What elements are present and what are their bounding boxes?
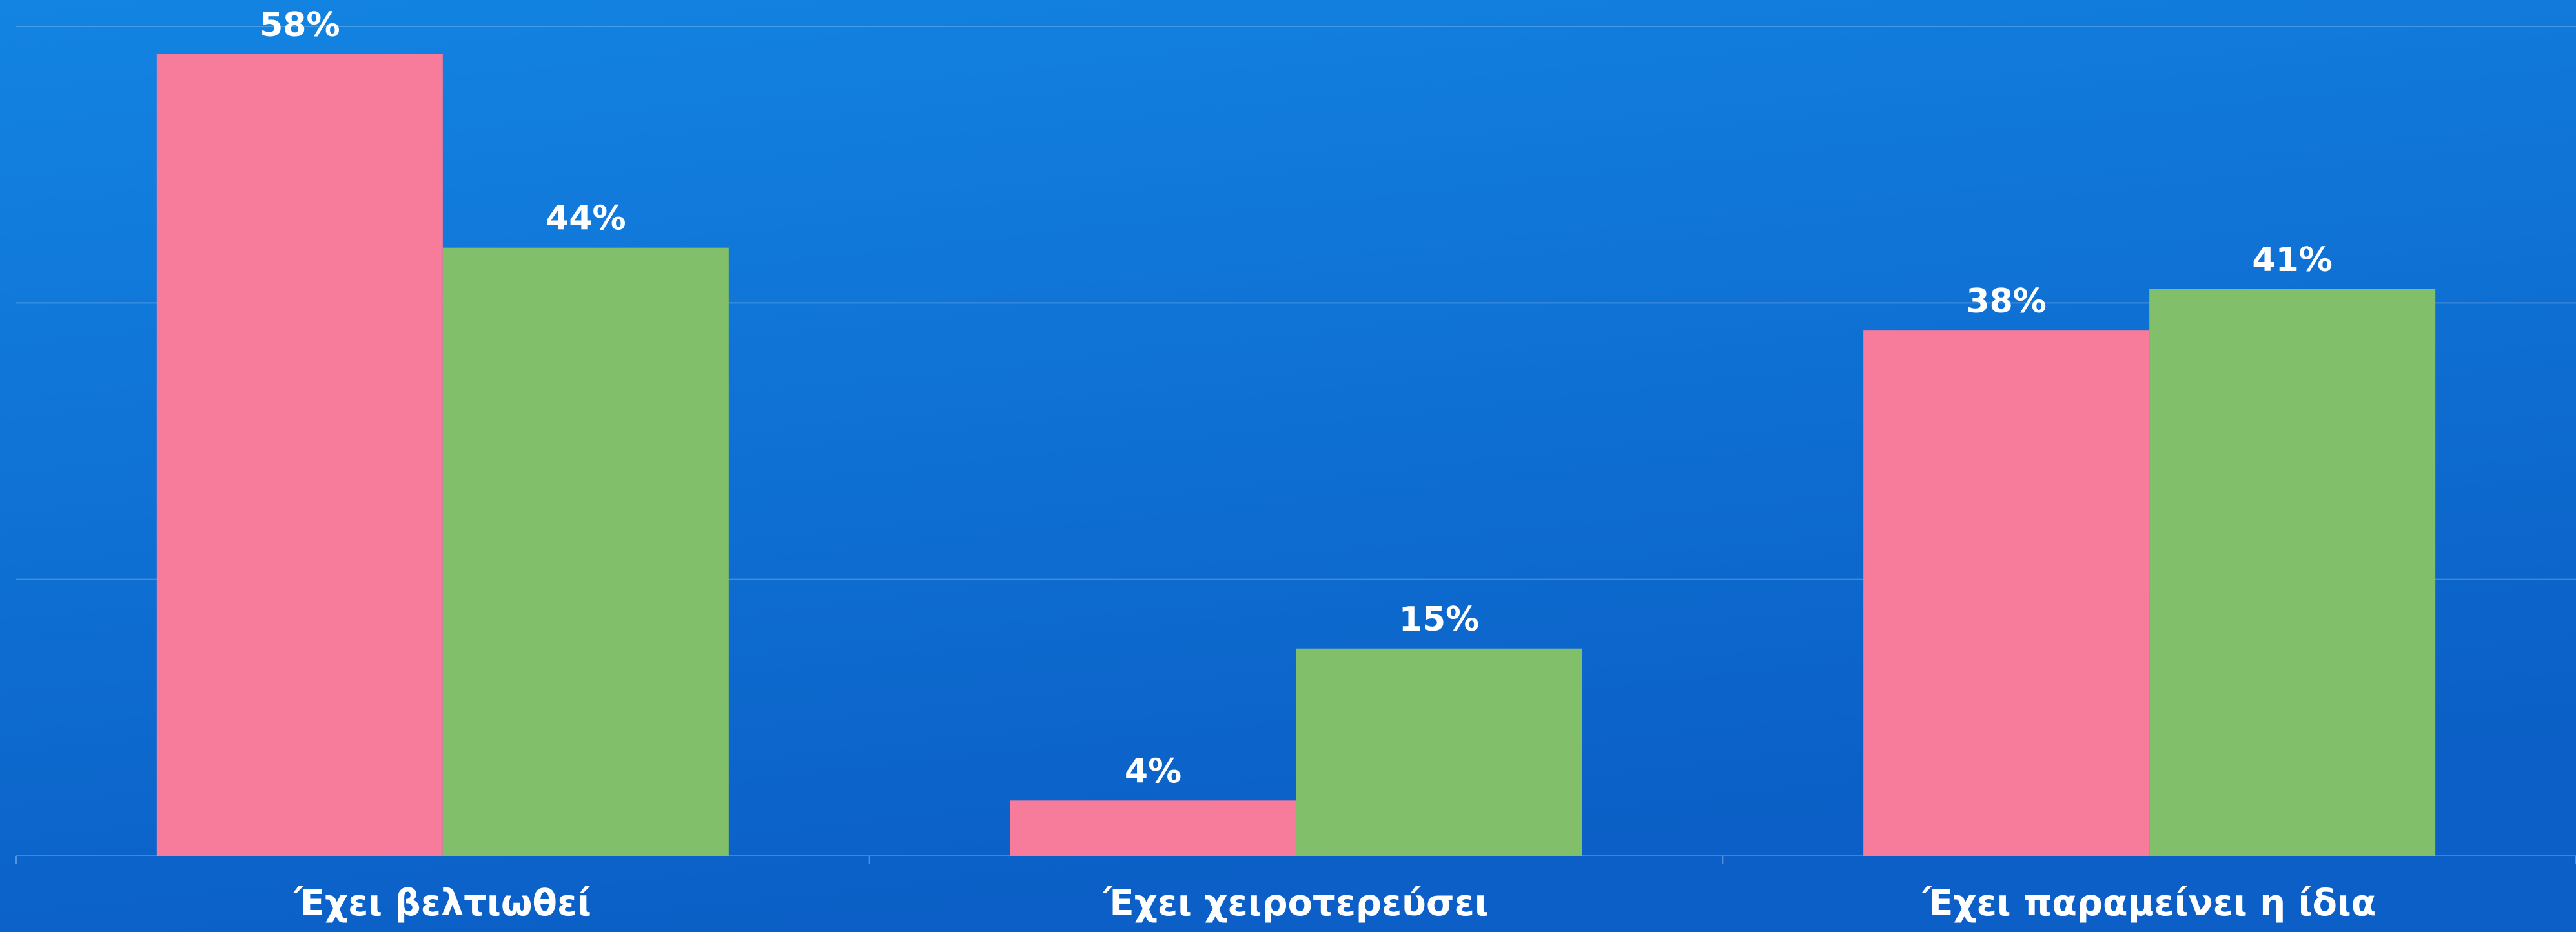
value-label: 4% <box>1125 752 1181 791</box>
value-label: 38% <box>1966 282 2046 321</box>
x-tick-label: Έχει χειροτερεύσει <box>1102 882 1488 924</box>
bar <box>1863 330 2149 856</box>
x-tick-label: Έχει βελτιωθεί <box>293 882 591 924</box>
bar <box>1010 800 1296 856</box>
value-label: 15% <box>1399 600 1479 639</box>
value-label: 58% <box>260 6 340 45</box>
bar <box>443 248 729 856</box>
bar <box>2149 289 2435 856</box>
bar <box>157 54 443 856</box>
value-label: 44% <box>546 199 626 238</box>
value-label: 41% <box>2252 241 2332 279</box>
chart: Έχει βελτιωθεί 58% 44% Έχει χειροτερεύσει 4%… <box>0 0 2576 932</box>
bar <box>1296 649 1582 856</box>
x-tick-label: Έχει παραμείνει η ίδια <box>1921 882 2376 924</box>
